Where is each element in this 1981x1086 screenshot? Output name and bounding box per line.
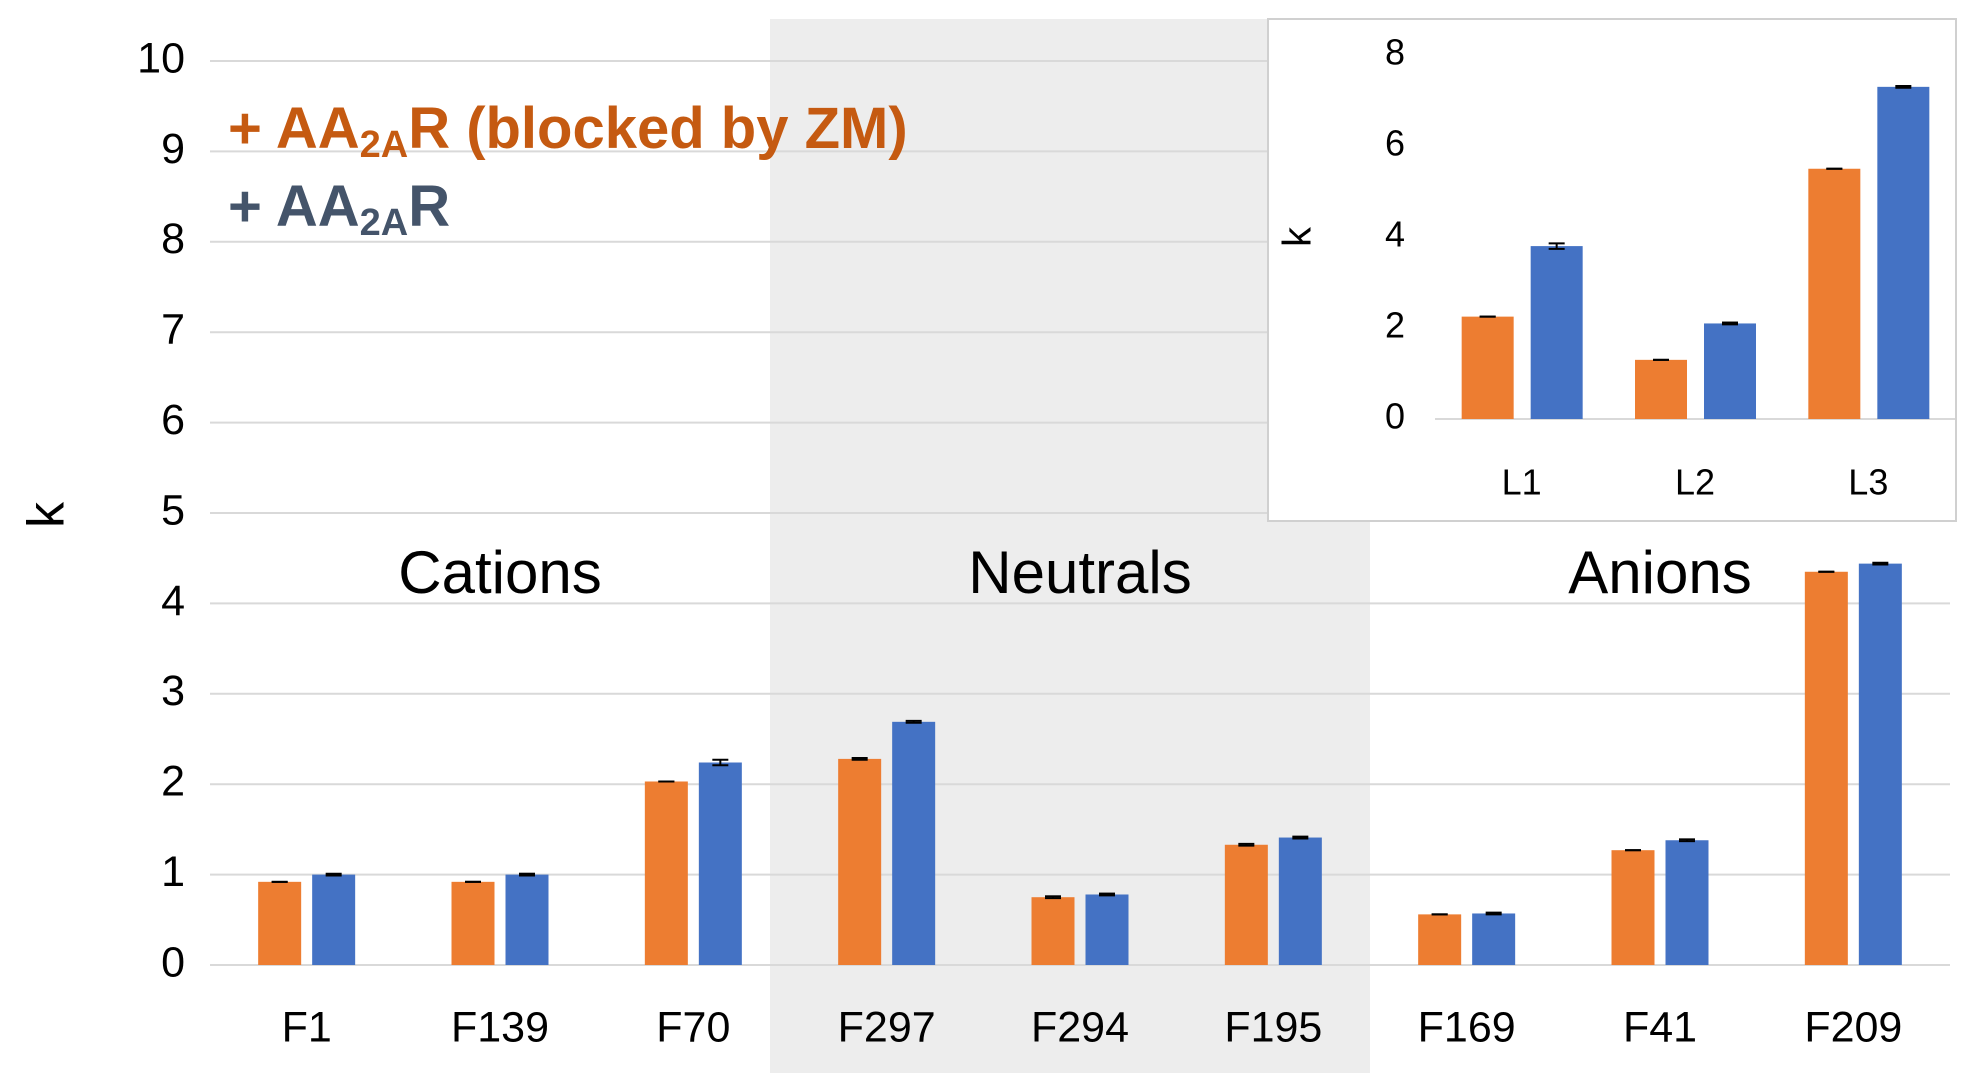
bar	[1530, 246, 1583, 419]
bar	[1224, 844, 1268, 965]
bar	[1472, 913, 1516, 965]
bar	[1808, 168, 1861, 419]
error-bar	[1045, 895, 1061, 900]
y-tick-label: 10	[137, 34, 185, 82]
bar	[644, 781, 688, 965]
group-label: Cations	[398, 539, 601, 606]
x-tick-label: F41	[1623, 1003, 1697, 1051]
x-tick-label: F209	[1804, 1003, 1902, 1051]
bar	[1704, 323, 1756, 419]
error-bar	[1679, 838, 1695, 843]
y-tick-label: 3	[161, 667, 185, 715]
bar	[1418, 914, 1462, 965]
error-bar	[1099, 892, 1115, 897]
y-tick-label: 2	[1385, 305, 1405, 346]
x-tick-label: F1	[282, 1003, 332, 1051]
bar	[505, 874, 549, 965]
x-tick-label: F297	[838, 1003, 936, 1051]
legend-text: + AA	[228, 96, 360, 161]
error-bar	[851, 756, 868, 761]
y-tick-label: 9	[161, 125, 185, 173]
y-tick-label: 8	[161, 215, 185, 263]
y-tick-label: 0	[161, 938, 185, 986]
bar	[1858, 563, 1902, 965]
bar	[1085, 894, 1129, 965]
y-axis-label: k	[1276, 226, 1320, 247]
y-tick-label: 4	[1385, 214, 1405, 255]
bar	[1611, 850, 1655, 965]
y-tick-label: 7	[161, 306, 185, 354]
legend-text: R	[408, 174, 450, 239]
bar	[698, 762, 742, 965]
error-bar	[519, 872, 535, 877]
legend-text: + AA	[228, 174, 360, 239]
x-tick-label: F169	[1418, 1003, 1516, 1051]
x-tick-label: F70	[656, 1003, 730, 1051]
y-tick-label: 5	[161, 486, 185, 534]
x-tick-label: L2	[1675, 462, 1715, 503]
x-tick-label: L1	[1502, 462, 1542, 503]
y-axis-label: k	[18, 501, 76, 528]
bar	[838, 758, 882, 965]
bar	[1635, 359, 1687, 419]
legend-entry: + AA2AR (blocked by ZM)	[228, 96, 908, 166]
y-tick-label: 2	[161, 758, 185, 806]
y-tick-label: 4	[161, 577, 185, 625]
bar	[1278, 837, 1322, 965]
bar	[1804, 571, 1848, 965]
error-bar	[905, 719, 922, 724]
bar	[312, 874, 356, 965]
legend-text: R (blocked by ZM)	[408, 96, 907, 161]
bar	[451, 881, 495, 965]
error-bar	[1292, 835, 1309, 840]
bar	[258, 881, 302, 965]
error-bar	[1895, 84, 1912, 89]
error-bar	[1722, 321, 1738, 326]
y-tick-label: 1	[161, 848, 185, 896]
legend-text: 2A	[360, 202, 409, 244]
bar	[1461, 316, 1514, 419]
error-bar	[1238, 842, 1255, 847]
legend-text: 2A	[360, 124, 409, 166]
x-tick-label: F294	[1031, 1003, 1129, 1051]
error-bar	[1872, 561, 1889, 566]
bar	[892, 721, 936, 965]
error-bar	[1548, 242, 1565, 250]
group-label: Neutrals	[968, 539, 1191, 606]
bar	[1665, 840, 1709, 965]
bar	[1031, 897, 1075, 965]
y-tick-label: 6	[161, 396, 185, 444]
y-tick-label: 6	[1385, 123, 1405, 164]
y-tick-label: 8	[1385, 32, 1405, 73]
x-tick-label: F195	[1224, 1003, 1322, 1051]
x-tick-label: F139	[451, 1003, 549, 1051]
error-bar	[1485, 911, 1502, 916]
error-bar	[712, 758, 729, 767]
y-tick-label: 0	[1385, 396, 1405, 437]
bar	[1877, 86, 1930, 419]
error-bar	[325, 872, 342, 877]
group-label: Anions	[1568, 539, 1751, 606]
x-tick-label: L3	[1848, 462, 1888, 503]
legend-entry: + AA2AR	[228, 174, 450, 244]
